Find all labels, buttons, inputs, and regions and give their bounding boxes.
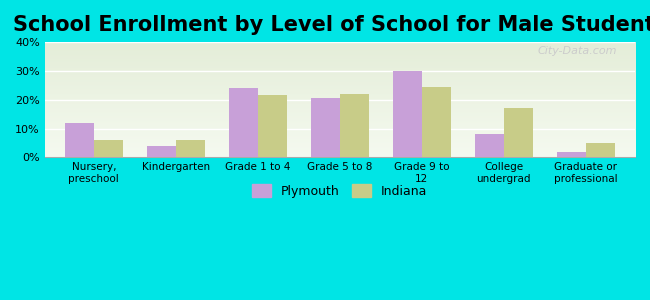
Bar — [258, 95, 287, 157]
Bar — [340, 94, 369, 157]
Bar — [311, 98, 340, 157]
Bar — [176, 140, 205, 157]
Bar — [586, 143, 614, 157]
Bar — [147, 146, 176, 157]
Bar — [504, 108, 532, 157]
Bar — [475, 134, 504, 157]
Title: School Enrollment by Level of School for Male Students: School Enrollment by Level of School for… — [13, 15, 650, 35]
Bar — [557, 152, 586, 157]
Text: City-Data.com: City-Data.com — [538, 46, 618, 56]
Bar — [65, 123, 94, 157]
Bar — [229, 88, 258, 157]
Bar — [393, 71, 422, 157]
Bar — [94, 140, 122, 157]
Legend: Plymouth, Indiana: Plymouth, Indiana — [247, 179, 432, 203]
Bar — [422, 87, 450, 157]
